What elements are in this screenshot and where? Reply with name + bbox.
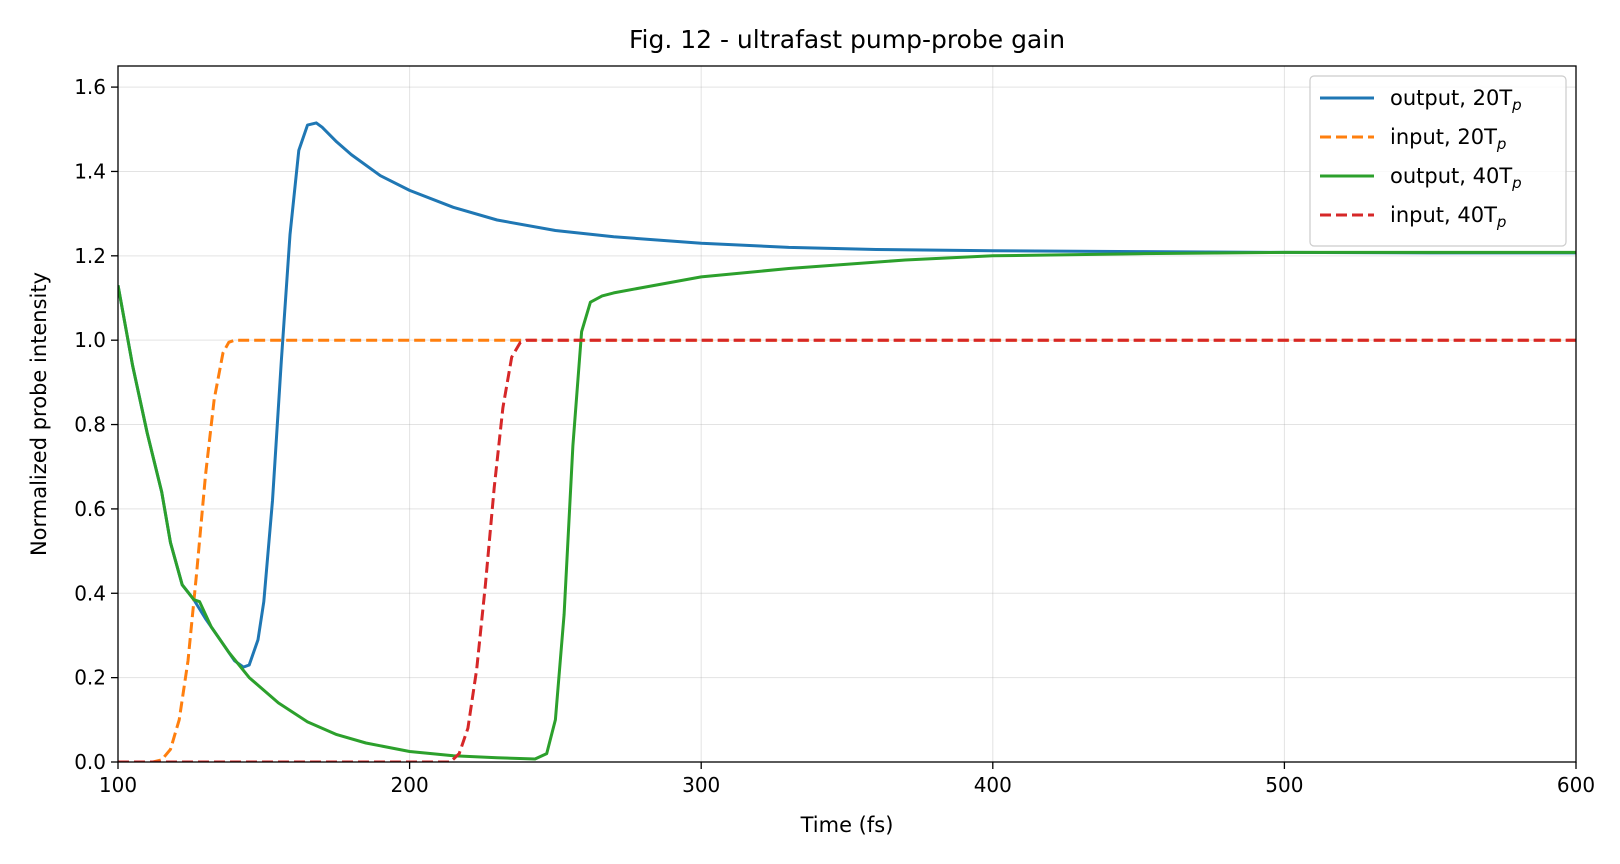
plot-frame	[117, 65, 1577, 763]
legend: output, 20Tp input, 20Tp output, 40Tp input…	[1309, 75, 1567, 247]
legend-label-2: input, 20Tp	[1390, 125, 1506, 153]
x-tick-label: 400	[974, 773, 1012, 797]
x-tick-label: 500	[1265, 773, 1303, 797]
series-line-2	[118, 338, 1576, 762]
legend-frame	[1309, 75, 1567, 247]
y-tick-label: 0.6	[74, 497, 106, 521]
y-tick-label: 0.2	[74, 666, 106, 690]
chart-title: Fig. 12 - ultrafast pump-probe gain	[629, 25, 1065, 54]
y-tick-label: 1.2	[74, 244, 106, 268]
series-line-4	[118, 338, 1576, 762]
ticks: 100 200 300 400 500 600 0.0 0.2 0.4 0.6 0.8 1.0 1.2 1…	[74, 75, 1595, 797]
series-line-3	[118, 250, 1576, 761]
x-axis-label: Time (fs)	[800, 813, 894, 837]
x-tick-label: 200	[391, 773, 429, 797]
legend-label-4: input, 40Tp	[1390, 203, 1506, 231]
y-tick-label: 1.4	[74, 159, 106, 183]
x-tick-label: 100	[99, 773, 137, 797]
y-tick-label: 1.6	[74, 75, 106, 99]
y-tick-label: 1.0	[74, 328, 106, 352]
legend-label-1: output, 20Tp	[1390, 86, 1522, 114]
y-tick-label: 0.0	[74, 750, 106, 774]
x-tick-label: 600	[1557, 773, 1595, 797]
x-tick-label: 300	[682, 773, 720, 797]
series-layer	[118, 121, 1576, 762]
legend-label-3: output, 40Tp	[1390, 164, 1522, 192]
y-axis-label: Normalized probe intensity	[27, 272, 51, 556]
y-tick-label: 0.8	[74, 413, 106, 437]
y-tick-label: 0.4	[74, 581, 106, 605]
